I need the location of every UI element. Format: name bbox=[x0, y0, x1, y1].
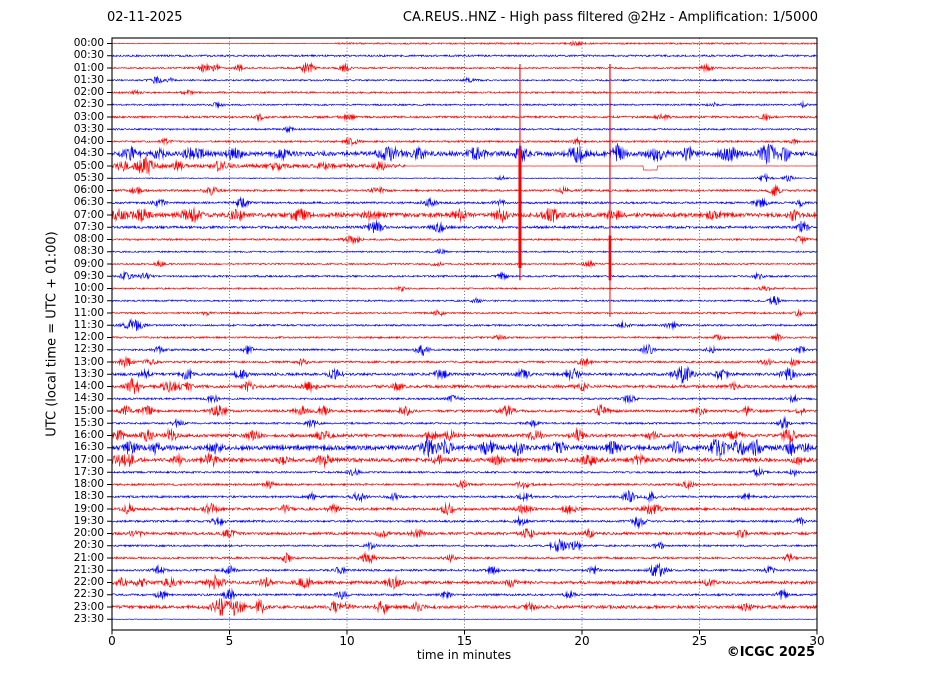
y-tick-label: 23:30 bbox=[73, 612, 104, 625]
y-tick-label: 12:00 bbox=[73, 331, 104, 343]
y-tick-label: 12:30 bbox=[73, 343, 104, 356]
y-tick-label: 19:00 bbox=[73, 502, 104, 515]
plot-station-title: CA.REUS..HNZ - High pass filtered @2Hz -… bbox=[402, 10, 818, 25]
y-tick-label: 18:30 bbox=[73, 490, 104, 503]
y-tick-label: 16:30 bbox=[73, 441, 104, 454]
y-tick-label: 20:30 bbox=[73, 539, 104, 552]
y-tick-label: 05:00 bbox=[73, 159, 104, 172]
y-tick-label: 20:00 bbox=[73, 527, 104, 539]
y-tick-label: 17:00 bbox=[73, 453, 104, 466]
y-tick-label: 04:00 bbox=[73, 135, 104, 147]
y-tick-label: 09:30 bbox=[73, 269, 104, 282]
y-tick-label: 15:30 bbox=[73, 416, 104, 429]
copyright-note: ©ICGC 2025 bbox=[726, 645, 815, 660]
y-tick-label: 13:30 bbox=[73, 367, 104, 380]
y-tick-label: 04:30 bbox=[73, 147, 104, 160]
y-tick-label: 23:00 bbox=[73, 600, 104, 613]
x-tick-label: 20 bbox=[574, 634, 590, 648]
y-tick-label: 11:00 bbox=[73, 306, 104, 319]
y-tick-label: 10:30 bbox=[73, 294, 104, 307]
plot-date-title: 02-11-2025 bbox=[107, 10, 183, 25]
y-tick-label: 17:30 bbox=[73, 465, 104, 478]
y-tick-label: 00:00 bbox=[73, 37, 104, 49]
y-tick-label: 07:30 bbox=[73, 220, 104, 233]
y-tick-label: 08:00 bbox=[73, 233, 104, 245]
y-tick-label: 06:30 bbox=[73, 196, 104, 209]
y-tick-label: 19:30 bbox=[73, 514, 104, 527]
y-tick-label: 13:00 bbox=[73, 355, 104, 368]
y-tick-label: 03:30 bbox=[73, 122, 104, 135]
y-tick-label: 01:30 bbox=[73, 73, 104, 86]
x-tick-label: 25 bbox=[691, 634, 708, 648]
x-axis-label: time in minutes bbox=[416, 648, 512, 662]
x-tick-label: 30 bbox=[809, 634, 825, 648]
y-tick-label: 16:00 bbox=[73, 429, 104, 441]
x-tick-label: 15 bbox=[456, 634, 473, 648]
y-tick-label: 22:30 bbox=[73, 588, 104, 601]
y-tick-label: 05:30 bbox=[73, 171, 104, 184]
y-tick-label: 11:30 bbox=[73, 318, 104, 331]
y-tick-label: 02:30 bbox=[73, 98, 104, 111]
y-tick-label: 14:00 bbox=[73, 380, 104, 392]
x-tick-label: 10 bbox=[339, 634, 355, 648]
y-tick-label: 07:00 bbox=[73, 208, 104, 221]
y-tick-label: 08:30 bbox=[73, 245, 104, 258]
y-tick-label: 14:30 bbox=[73, 392, 104, 405]
x-tick-label: 5 bbox=[225, 634, 234, 648]
y-tick-label: 21:30 bbox=[73, 563, 104, 576]
y-tick-label: 03:00 bbox=[73, 110, 104, 123]
y-tick-label: 21:00 bbox=[73, 551, 104, 564]
y-tick-label: 15:00 bbox=[73, 404, 104, 417]
y-tick-label: 10:00 bbox=[73, 282, 104, 294]
x-tick-label: 0 bbox=[108, 634, 116, 648]
y-tick-label: 18:00 bbox=[73, 478, 104, 490]
y-tick-label: 01:00 bbox=[73, 61, 104, 74]
y-tick-label: 22:00 bbox=[73, 576, 104, 588]
y-tick-label: 06:00 bbox=[73, 184, 104, 196]
y-tick-label: 00:30 bbox=[73, 49, 104, 62]
y-tick-label: 09:00 bbox=[73, 257, 104, 270]
y-tick-label: 02:00 bbox=[73, 86, 104, 98]
